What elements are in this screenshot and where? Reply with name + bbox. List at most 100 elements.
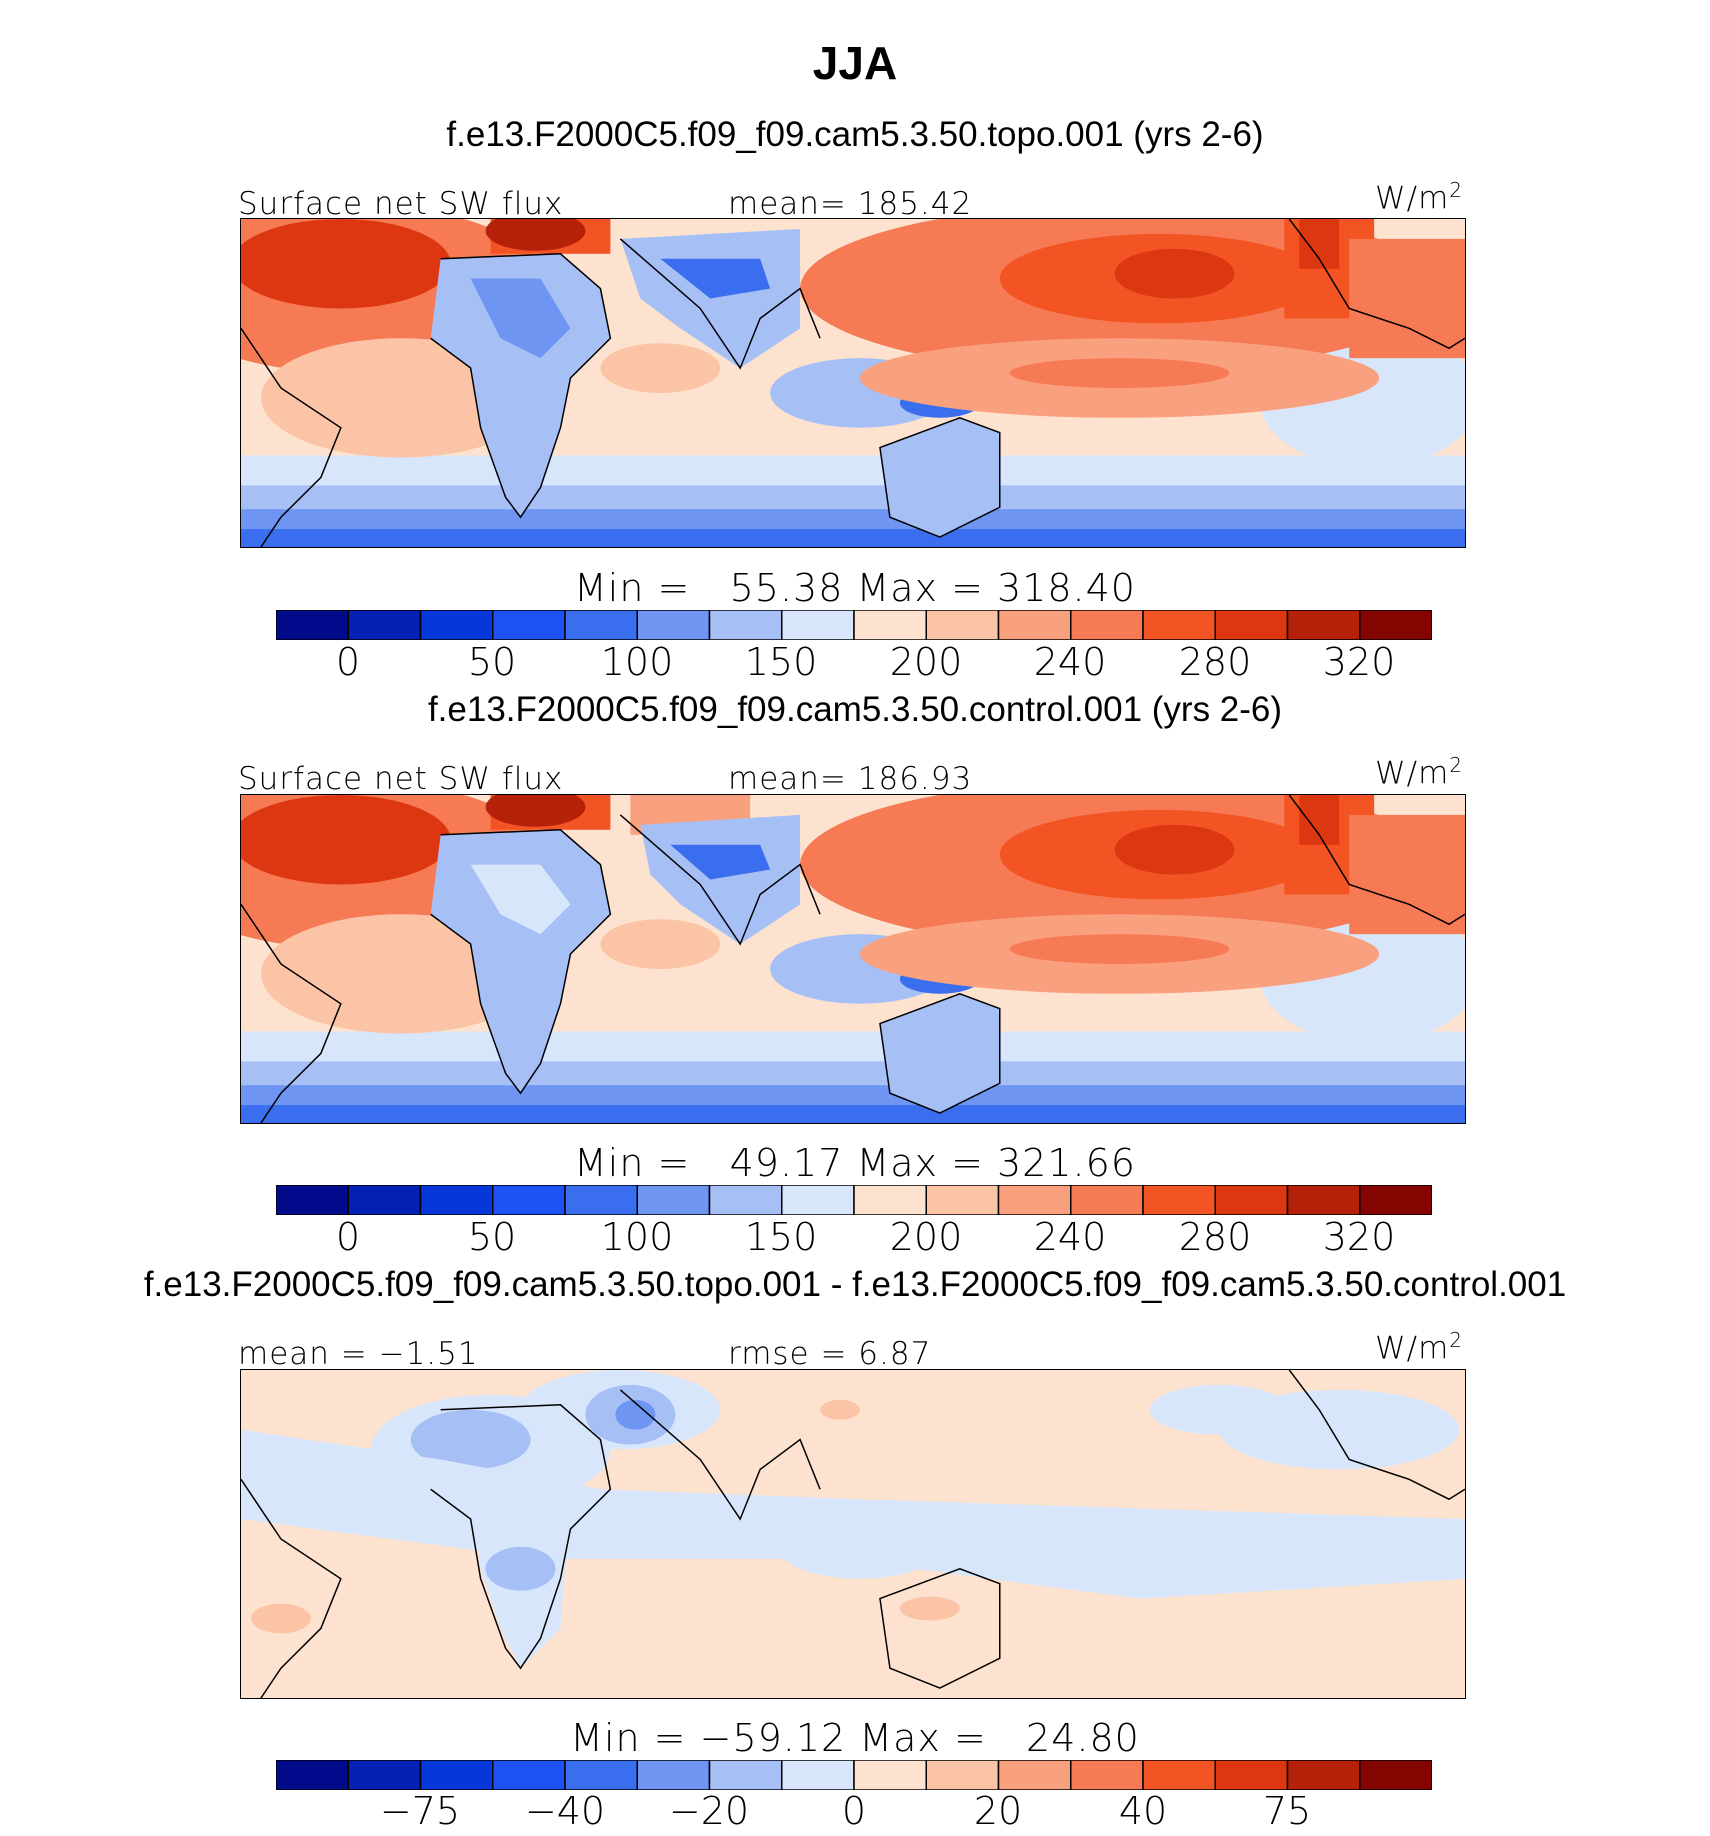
colorbar-box — [1142, 1185, 1216, 1215]
panel-1-tick: 0 — [335, 640, 361, 684]
panel-2-colorbar-boxes — [276, 1185, 1432, 1215]
panel-2-mean-label: mean= 186.93 — [728, 761, 973, 797]
colorbar-box — [492, 1760, 566, 1790]
panel-3-map — [240, 1369, 1466, 1699]
colorbar-box — [925, 1760, 1000, 1790]
colorbar-box — [1359, 610, 1432, 640]
colorbar-box — [419, 1760, 494, 1790]
colorbar-box — [997, 1185, 1072, 1215]
panel-3-tick: 0 — [841, 1789, 867, 1833]
panel-1-tick: 280 — [1178, 640, 1252, 684]
colorbar-box — [419, 610, 494, 640]
panel-2-map — [240, 794, 1466, 1124]
colorbar-box — [1142, 610, 1216, 640]
colorbar-box — [1214, 1760, 1289, 1790]
panel-3-rmse-label: rmse = 6.87 — [728, 1336, 932, 1372]
colorbar-box — [564, 1185, 638, 1215]
colorbar-box — [1070, 610, 1144, 640]
colorbar-box — [708, 1185, 783, 1215]
colorbar-box — [925, 610, 1000, 640]
panel-1-tick: 320 — [1322, 640, 1396, 684]
colorbar-box — [708, 1760, 783, 1790]
panel-2-colorbar — [276, 1185, 1432, 1215]
figure-title: JJA — [812, 37, 898, 89]
colorbar-box — [997, 610, 1072, 640]
panel-2-variable-label: Surface net SW flux — [238, 761, 564, 797]
panel-2-map-field — [241, 795, 1465, 1123]
colorbar-box — [492, 1185, 566, 1215]
colorbar-box — [1214, 610, 1289, 640]
colorbar-box — [781, 1760, 855, 1790]
panel-2-tick: 0 — [335, 1215, 361, 1259]
panel-1-tick: 240 — [1033, 640, 1107, 684]
colorbar-box — [1286, 1760, 1361, 1790]
panel-3-units-label: W/m2 — [1375, 1328, 1464, 1367]
panel-3-colorbar-ticks: −75 −40 −20 0 20 40 75 — [276, 1789, 1432, 1835]
panel-1-tick: 100 — [600, 640, 674, 684]
panel-1-map-field — [241, 219, 1465, 547]
panel-1-units-label: W/m2 — [1375, 178, 1464, 217]
panel-3-mean-label: mean = −1.51 — [238, 1336, 479, 1372]
colorbar-box — [636, 610, 711, 640]
colorbar-box — [276, 1760, 349, 1790]
panel-3-minmax: Min = −59.12 Max = 24.80 — [570, 1716, 1140, 1760]
panel-1-colorbar-boxes — [276, 610, 1432, 640]
panel-1-tick: 200 — [889, 640, 963, 684]
panel-2-colorbar-ticks: 0 50 100 150 200 240 280 320 — [276, 1215, 1432, 1261]
colorbar-box — [781, 610, 855, 640]
colorbar-box — [347, 1760, 422, 1790]
panel-3-colorbar — [276, 1760, 1432, 1790]
colorbar-box — [636, 1185, 711, 1215]
colorbar-box — [925, 1185, 1000, 1215]
colorbar-box — [853, 610, 927, 640]
colorbar-box — [1359, 1185, 1432, 1215]
panel-1-minmax: Min = 55.38 Max = 318.40 — [574, 566, 1136, 610]
panel-2-tick: 280 — [1178, 1215, 1252, 1259]
panel-2-case-title: f.e13.F2000C5.f09_f09.cam5.3.50.control.… — [427, 690, 1283, 729]
panel-2-tick: 100 — [600, 1215, 674, 1259]
panel-1-tick: 50 — [467, 640, 517, 684]
panel-3-tick: −20 — [668, 1789, 750, 1833]
colorbar-box — [276, 1185, 349, 1215]
colorbar-box — [781, 1185, 855, 1215]
colorbar-box — [708, 610, 783, 640]
panel-1-variable-label: Surface net SW flux — [238, 186, 564, 222]
colorbar-box — [853, 1185, 927, 1215]
panel-3-colorbar-boxes — [276, 1760, 1432, 1790]
colorbar-box — [564, 1760, 638, 1790]
panel-2-units-label: W/m2 — [1375, 753, 1464, 792]
colorbar-box — [997, 1760, 1072, 1790]
panel-3-map-field — [241, 1370, 1465, 1698]
colorbar-box — [636, 1760, 711, 1790]
panel-3-tick: 75 — [1262, 1789, 1312, 1833]
panel-3-case-title: f.e13.F2000C5.f09_f09.cam5.3.50.topo.001… — [143, 1265, 1567, 1304]
panel-2-tick: 320 — [1322, 1215, 1396, 1259]
panel-2-tick: 150 — [744, 1215, 818, 1259]
colorbar-box — [1142, 1760, 1216, 1790]
panel-2-tick: 200 — [889, 1215, 963, 1259]
panel-3-tick: −40 — [524, 1789, 606, 1833]
colorbar-box — [492, 610, 566, 640]
colorbar-box — [1286, 610, 1361, 640]
panel-1-colorbar — [276, 610, 1432, 640]
panel-3-tick: 20 — [973, 1789, 1023, 1833]
colorbar-box — [419, 1185, 494, 1215]
panel-1-colorbar-ticks: 0 50 100 150 200 240 280 320 — [276, 640, 1432, 686]
panel-2-tick: 240 — [1033, 1215, 1107, 1259]
colorbar-box — [347, 610, 422, 640]
panel-1-case-title: f.e13.F2000C5.f09_f09.cam5.3.50.topo.001… — [446, 115, 1264, 154]
colorbar-box — [1070, 1760, 1144, 1790]
colorbar-box — [1286, 1185, 1361, 1215]
panel-3-tick: −75 — [379, 1789, 461, 1833]
colorbar-box — [564, 610, 638, 640]
panel-1-mean-label: mean= 185.42 — [728, 186, 973, 222]
panel-1-tick: 150 — [744, 640, 818, 684]
colorbar-box — [1070, 1185, 1144, 1215]
panel-1-map — [240, 218, 1466, 548]
panel-3-tick: 40 — [1118, 1789, 1168, 1833]
colorbar-box — [1214, 1185, 1289, 1215]
colorbar-box — [276, 610, 349, 640]
panel-2-minmax: Min = 49.17 Max = 321.66 — [574, 1141, 1136, 1185]
panel-2-tick: 50 — [467, 1215, 517, 1259]
colorbar-box — [853, 1760, 927, 1790]
